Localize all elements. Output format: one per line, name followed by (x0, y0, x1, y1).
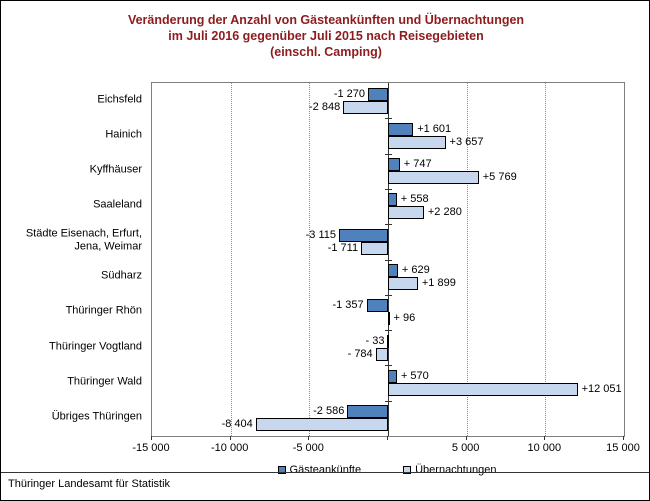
value-label: +12 051 (581, 382, 622, 395)
value-label: -1 711 (327, 241, 359, 254)
category-axis-tick (385, 153, 392, 155)
bar-uebernachtungen (343, 100, 388, 114)
bar-uebernachtungen (375, 347, 388, 361)
legend-item-uebernachtungen: Übernachtungen (403, 464, 496, 476)
bar-gaesteankuenfte (388, 193, 397, 207)
gridline (466, 83, 468, 436)
chart-title-line-1: Veränderung der Anzahl von Gästeankünfte… (127, 13, 525, 27)
category-label: Städte Eisenach, Erfurt, Jena, Weimar (25, 227, 142, 253)
value-label: -8 404 (221, 418, 253, 431)
value-label: +5 769 (482, 171, 517, 184)
value-label: + 747 (403, 158, 432, 171)
footer-divider (1, 472, 649, 473)
value-label: + 570 (400, 369, 429, 382)
x-axis-tick (229, 436, 231, 440)
bar-gaesteankuenfte (347, 405, 388, 419)
x-axis-label: 15 000 (606, 442, 640, 454)
value-label: - 784 (347, 347, 373, 360)
x-axis-label: -10 000 (211, 442, 249, 454)
bar-uebernachtungen (388, 382, 578, 396)
value-label: - 33 (365, 334, 385, 347)
category-label: Thüringer Vogtland (49, 339, 142, 352)
x-axis-tick (623, 436, 624, 440)
legend-label-uebernachtungen: Übernachtungen (415, 464, 497, 476)
bar-gaesteankuenfte (387, 334, 390, 348)
legend-label-gaesteankuenfte: Gästeankünfte (289, 464, 362, 476)
category-axis-tick (385, 118, 392, 120)
category-label: Kyffhäuser (89, 163, 142, 176)
legend: Gästeankünfte Übernachtungen (151, 462, 623, 478)
bar-gaesteankuenfte (338, 228, 388, 242)
value-label: +1 899 (421, 277, 456, 289)
x-axis-tick (465, 436, 467, 440)
bar-gaesteankuenfte (388, 369, 397, 383)
x-axis-tick (387, 436, 388, 440)
gridline (230, 83, 232, 436)
value-label: + 558 (400, 193, 429, 206)
category-label: Südharz (101, 269, 142, 282)
chart-title: Veränderung der Anzahl von Gästeankünfte… (1, 12, 649, 60)
value-label: +3 657 (449, 135, 484, 148)
bar-uebernachtungen (255, 418, 388, 432)
category-label: Hainich (105, 128, 142, 141)
footer-text: Thüringer Landesamt für Statistik (8, 478, 171, 490)
value-label: +2 280 (427, 206, 462, 219)
bar-gaesteankuenfte (388, 264, 398, 277)
category-axis-tick (385, 259, 392, 261)
chart-title-line-3: (einschl. Camping) (270, 45, 382, 59)
bar-gaesteankuenfte (388, 158, 400, 172)
category-axis-tick (385, 188, 392, 190)
bar-uebernachtungen (388, 171, 479, 185)
value-label: -1 270 (333, 87, 366, 100)
bar-gaesteankuenfte (388, 122, 414, 136)
legend-item-gaesteankuenfte: Gästeankünfte (277, 464, 362, 476)
x-axis-label: 10 000 (527, 442, 562, 454)
category-label: Thüringer Wald (67, 375, 142, 388)
x-axis-label: -5 000 (292, 442, 324, 454)
category-label: Thüringer Rhön (65, 304, 142, 317)
bar-gaesteankuenfte (366, 299, 388, 313)
category-axis-tick (385, 400, 392, 402)
legend-swatch-uebernachtungen (403, 466, 412, 474)
value-label: + 96 (393, 312, 416, 325)
category-axis-tick (385, 294, 392, 296)
category-label: Saaleland (93, 198, 142, 211)
bar-uebernachtungen (388, 277, 418, 290)
chart-title-line-2: im Juli 2016 gegenüber Juli 2015 nach Re… (168, 29, 484, 43)
bar-uebernachtungen (361, 241, 388, 255)
category-label: Eichsfeld (97, 92, 142, 105)
bar-gaesteankuenfte (368, 87, 388, 101)
category-label: Übriges Thüringen (51, 410, 142, 423)
category-axis-tick (385, 330, 392, 332)
value-label: +1 601 (417, 122, 452, 135)
x-axis-tick (308, 436, 310, 440)
x-axis-label: -15 000 (132, 442, 170, 454)
value-label: -1 357 (332, 299, 364, 312)
gridline (545, 83, 547, 436)
bar-uebernachtungen (388, 135, 446, 149)
bar-uebernachtungen (388, 206, 424, 220)
value-label: -3 115 (305, 228, 336, 241)
value-label: -2 586 (313, 405, 345, 418)
legend-swatch-gaesteankuenfte (277, 466, 286, 474)
x-axis-tick (151, 436, 152, 440)
value-label: -2 848 (309, 100, 341, 113)
bar-uebernachtungen (388, 312, 390, 326)
x-axis-label: 5 000 (451, 442, 480, 454)
x-axis-tick (544, 436, 546, 440)
plot-area: -1 270 -2 848 +1 601 +3 657 + 747 +5 769 + 558… (151, 82, 625, 437)
category-axis-tick (385, 365, 392, 367)
gridline (309, 83, 311, 436)
value-label: + 629 (401, 264, 430, 276)
category-axis-tick (385, 224, 392, 226)
